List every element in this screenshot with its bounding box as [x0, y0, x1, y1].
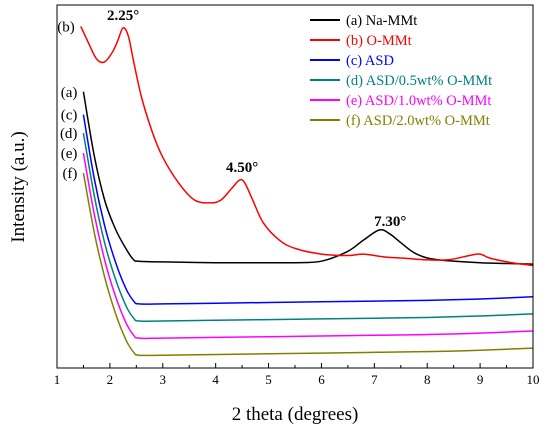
x-tick-label: 10	[527, 372, 540, 387]
series-line-c	[82, 114, 534, 305]
x-tick-label: 6	[318, 372, 325, 387]
series-line-e	[82, 152, 534, 340]
peak-annotation: 2.25°	[107, 8, 139, 24]
x-tick-label: 7	[371, 372, 378, 387]
curve-label-f: (f)	[62, 166, 77, 182]
series-line-b	[80, 26, 534, 267]
plot-frame	[56, 4, 534, 369]
curve-labels: (a) (b) (c) (d) (e) (f)	[57, 19, 77, 182]
curves-layer	[80, 26, 534, 357]
x-tick-label: 1	[54, 372, 61, 387]
curve-label-d: (d)	[60, 126, 78, 142]
legend: (a) Na-MMt (b) O-MMt (c) ASD (d) ASD/0.5wt%…	[310, 13, 492, 129]
curve-label-b: (b)	[57, 19, 75, 35]
x-axis-title: 2 theta (degrees)	[232, 404, 359, 425]
peak-annotation: 7.30°	[374, 214, 406, 230]
curve-label-e: (e)	[61, 146, 78, 162]
legend-label: (f) ASD/2.0wt% O-MMt	[346, 113, 490, 129]
legend-label: (d) ASD/0.5wt% O-MMt	[346, 73, 492, 89]
legend-label: (e) ASD/1.0wt% O-MMt	[346, 93, 491, 109]
x-tick-label: 8	[424, 372, 431, 387]
legend-label: (a) Na-MMt	[346, 13, 417, 29]
x-tick-label: 2	[107, 372, 114, 387]
x-tick-label: 9	[477, 372, 484, 387]
x-axis-ticks: 1 2 3 4 5 6 7 8 9 10	[54, 363, 540, 387]
curve-label-c: (c)	[61, 108, 78, 124]
series-line-d	[82, 132, 534, 322]
x-tick-label: 5	[265, 372, 272, 387]
series-line-f	[82, 172, 534, 357]
x-tick-label: 3	[160, 372, 167, 387]
y-axis-title: Intensity (a.u.)	[8, 131, 29, 242]
curve-label-a: (a)	[61, 85, 78, 101]
legend-label: (c) ASD	[346, 53, 394, 69]
peak-annotations: 2.25° 4.50° 7.30°	[107, 8, 406, 230]
legend-label: (b) O-MMt	[346, 33, 412, 49]
series-line-a	[82, 91, 534, 265]
peak-annotation: 4.50°	[226, 160, 258, 176]
x-tick-label: 4	[212, 372, 219, 387]
